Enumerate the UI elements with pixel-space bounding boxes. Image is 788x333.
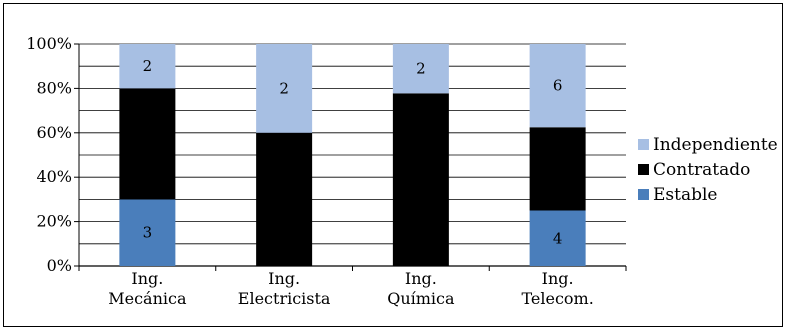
data-label: 3 [143, 224, 153, 242]
legend-swatch-estable [638, 189, 649, 200]
legend-swatch-contratado [638, 164, 649, 175]
data-label: 4 [553, 229, 563, 247]
y-tick-label: 40% [36, 167, 72, 186]
legend-label-estable: Estable [653, 185, 717, 205]
y-tick-label: 100% [26, 34, 72, 53]
bar-segment-contratado [256, 132, 313, 266]
stacked-bar-chart: 0%20%40%60%80%100%352Ing.Mecánica32Ing.E… [26, 34, 778, 308]
data-label: 6 [553, 77, 563, 95]
x-category-label: Mecánica [108, 289, 187, 308]
bar-segment-independiente [392, 44, 449, 94]
x-category-label: Ing. [405, 269, 437, 288]
x-category-label: Ing. [268, 269, 300, 288]
bar-segment-independiente [119, 44, 176, 89]
data-label: 2 [143, 57, 153, 75]
y-tick-label: 20% [36, 212, 72, 231]
chart-frame: 0% 20% 40% 60% 80% 100% 3 5 2 Ing. Mecánica 3 2 Ing. E… [3, 3, 783, 327]
y-tick-label: 60% [36, 123, 72, 142]
bar-segment-contratado [392, 93, 449, 266]
bar-segment-contratado [529, 127, 586, 211]
x-category-label: Telecom. [521, 289, 593, 308]
data-label: 2 [416, 60, 426, 78]
bar-segment-contratado [119, 88, 176, 200]
legend-swatch-independiente [638, 139, 649, 150]
x-category-label: Química [387, 289, 455, 308]
bar-segment-estable [119, 199, 176, 266]
legend-label-contratado: Contratado [653, 160, 750, 180]
y-tick-label: 0% [47, 256, 72, 275]
data-label: 7 [416, 171, 426, 189]
x-category-label: Ing. [131, 269, 163, 288]
legend-label-independiente: Independiente [653, 135, 778, 155]
x-category-label: Electricista [238, 289, 331, 308]
bar-segment-estable [529, 210, 586, 266]
y-tick-label: 80% [36, 78, 72, 97]
data-label: 2 [279, 79, 289, 97]
data-label: 3 [279, 190, 289, 208]
bar-segment-independiente [529, 44, 586, 128]
data-label: 6 [553, 160, 563, 178]
x-category-label: Ing. [542, 269, 574, 288]
data-label: 5 [143, 135, 153, 153]
bar-segment-independiente [256, 44, 313, 133]
